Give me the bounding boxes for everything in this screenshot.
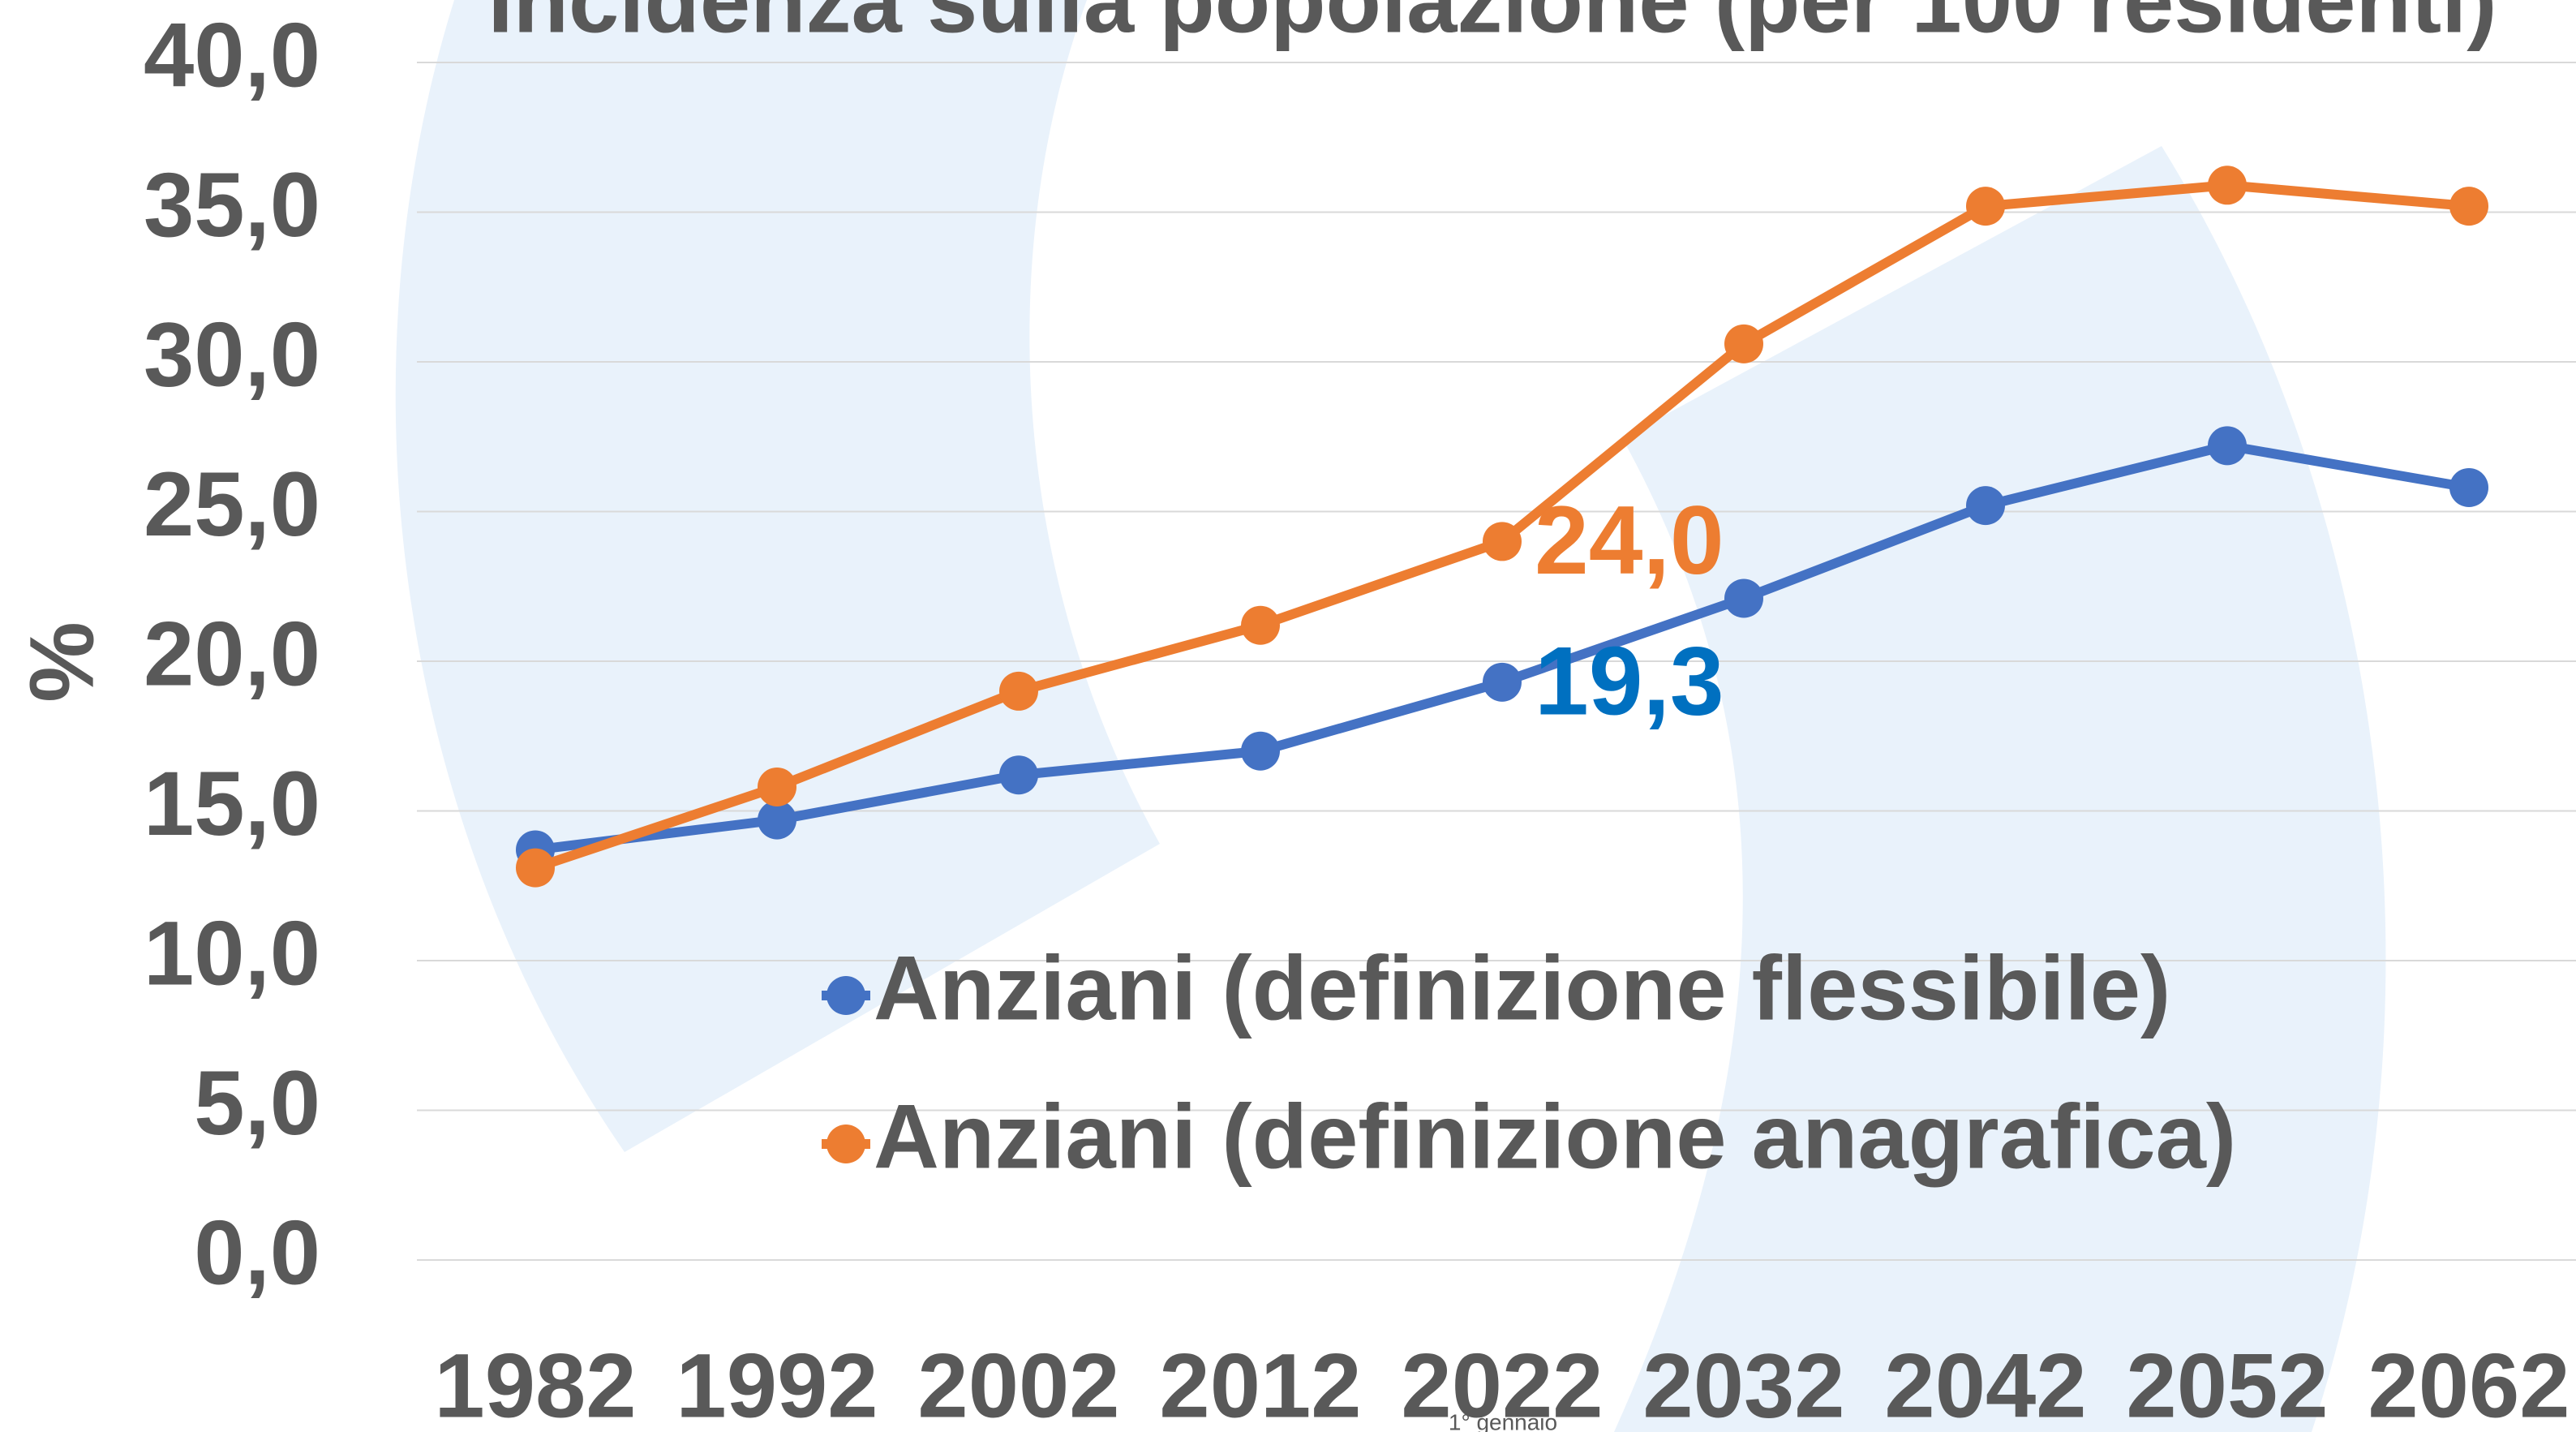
y-tick-label: 35,0 [144,154,320,256]
y-tick-label: 20,0 [144,604,320,705]
y-tick-label: 25,0 [144,454,320,555]
data-point [516,848,555,888]
data-point [2449,187,2488,226]
data-point [1724,324,1763,363]
data-point [1483,522,1522,561]
data-point [999,755,1038,795]
chart-title: Incidenza sulla popolazione (per 100 res… [487,0,2497,52]
data-point [758,800,796,840]
x-tick-label: 2032 [1642,1335,1844,1432]
y-tick-label: 40,0 [144,5,320,106]
x-tick-label: 2042 [1884,1335,2086,1432]
data-point [1483,662,1522,702]
data-point [1241,731,1280,771]
x-tick-label: 2062 [2368,1335,2570,1432]
x-tick-label: 2052 [2126,1335,2328,1432]
x-tick-label: 2012 [1159,1335,1361,1432]
x-tick-label: 1992 [676,1335,878,1432]
y-tick-label: 30,0 [144,304,320,406]
data-point [2449,467,2488,507]
x-tick-label: 1982 [434,1335,636,1432]
x-axis-label: 1° gennaio [1449,1409,1557,1432]
y-tick-label: 10,0 [144,903,320,1004]
legend-marker [826,976,865,1015]
y-axis-label: % [11,621,113,703]
legend-label: Anziani (definizione anagrafica) [874,1086,2236,1188]
data-point [2208,166,2247,205]
data-point [2208,426,2247,466]
data-point [1966,187,2005,226]
y-tick-label: 5,0 [194,1052,320,1154]
data-point [758,767,796,806]
y-tick-label: 15,0 [144,753,320,854]
data-point [999,671,1038,711]
data-point [1966,486,2005,526]
legend-label: Anziani (definizione flessibile) [874,938,2170,1039]
y-tick-label: 0,0 [194,1202,320,1304]
data-label: 24,0 [1535,486,1724,595]
legend-marker [826,1125,865,1163]
data-label: 19,3 [1535,627,1724,736]
data-point [1724,578,1763,618]
data-point [1241,605,1280,645]
x-tick-label: 2022 [1401,1335,1603,1432]
x-tick-label: 2002 [917,1335,1119,1432]
